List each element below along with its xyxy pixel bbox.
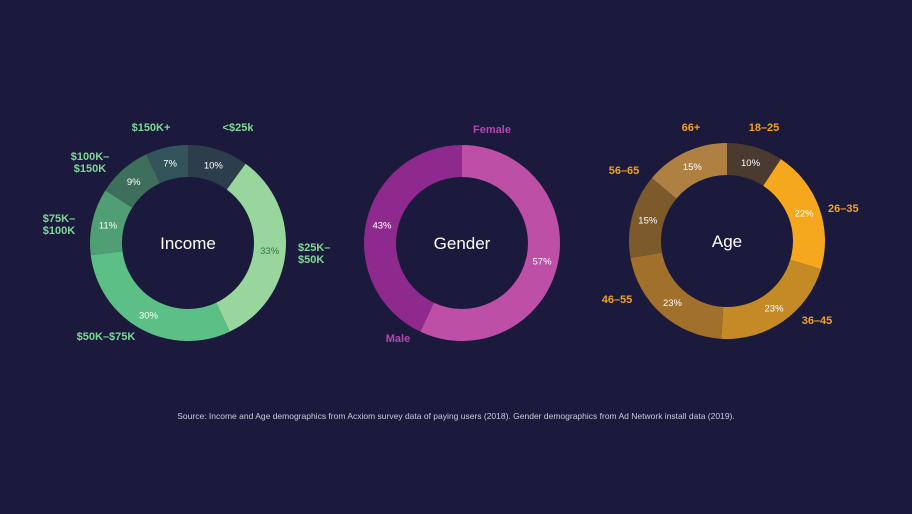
income-value-label: 7% <box>163 158 177 169</box>
income-slice-75k-100k <box>90 190 133 256</box>
income-donut: 10% <$25k 33% $25K– $50K 30%$50K–$75K 11% $75K–… <box>43 122 331 343</box>
gender-category-label: Male <box>386 333 410 345</box>
income-value-label: 9% <box>127 177 141 188</box>
income-slice-150k <box>146 145 188 184</box>
income-slice-25k <box>188 145 246 190</box>
gender-center-title: Gender <box>434 234 491 253</box>
age-value-label: 15% <box>638 215 658 226</box>
age-value-label: 15% <box>683 162 703 173</box>
age-center-title: Age <box>712 232 742 251</box>
age-slice-66 <box>651 143 727 199</box>
gender-donut: 57% Female 43% Male Gender <box>363 124 560 345</box>
income-category-label: $150K+ <box>132 122 171 134</box>
age-value-label: 10% <box>741 158 761 169</box>
income-value-label: 11% <box>99 221 118 232</box>
income-category-label: <$25k <box>223 122 255 134</box>
income-category-label: $100K– $150K <box>71 151 110 175</box>
gender-slice-female <box>420 145 560 341</box>
age-donut: 10% 18–25 22% 26–35 23% 36–45 23% 46–55 15% 56–65… <box>602 122 859 339</box>
income-slice-25k-50k <box>216 163 286 332</box>
income-category-label: $75K– $100K <box>43 213 75 237</box>
age-slice-36-45 <box>721 259 821 339</box>
income-category-label: $25K– $50K <box>298 242 330 266</box>
age-value-label: 23% <box>663 298 683 309</box>
gender-value-label: 57% <box>533 256 553 267</box>
age-category-label: 46–55 <box>602 294 633 306</box>
age-slice-46-55 <box>630 252 724 339</box>
gender-value-label: 43% <box>372 221 392 232</box>
gender-slice-male <box>363 145 462 332</box>
income-center-title: Income <box>160 234 216 253</box>
income-value-label: 10% <box>204 161 224 172</box>
age-category-label: 36–45 <box>802 315 833 327</box>
age-slice-56-65 <box>629 178 677 259</box>
gender-category-label: Female <box>473 124 511 136</box>
age-slice-18-25 <box>727 143 781 186</box>
age-category-label: 56–65 <box>609 165 640 177</box>
age-slice-26-35 <box>763 159 825 270</box>
income-value-label: 33% <box>260 246 280 257</box>
income-slice-100k-150k <box>105 154 160 208</box>
age-category-label: 18–25 <box>749 122 780 134</box>
age-category-label: 66+ <box>682 122 701 134</box>
income-value-label: 30% <box>139 310 159 321</box>
age-category-label: 26–35 <box>828 203 859 215</box>
source-note: Source: Income and Age demographics from… <box>177 411 735 421</box>
age-value-label: 22% <box>795 208 815 219</box>
income-category-label: $50K–$75K <box>77 331 136 343</box>
age-value-label: 23% <box>765 304 785 315</box>
income-slice-50k-75k <box>90 251 230 341</box>
